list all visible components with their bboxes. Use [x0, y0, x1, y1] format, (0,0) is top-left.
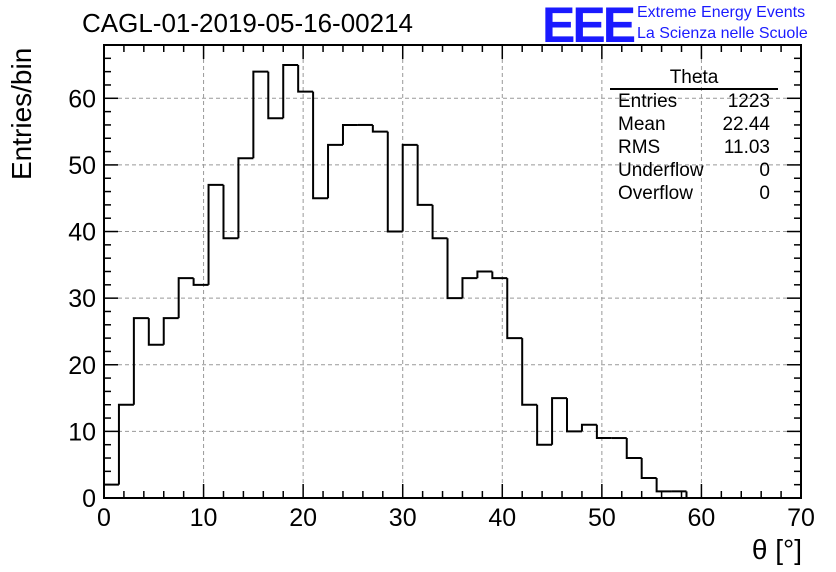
histogram-bin	[401, 143, 418, 232]
x-tick-label: 70	[787, 504, 815, 532]
histogram-bin	[461, 277, 478, 299]
stats-label: Underflow	[618, 160, 704, 181]
stats-label: Mean	[618, 114, 666, 135]
stats-label: RMS	[618, 137, 661, 158]
histogram-bin	[431, 204, 448, 240]
histogram-bin	[237, 157, 254, 239]
x-tick-label: 50	[588, 504, 616, 532]
stats-label: Overflow	[618, 183, 693, 204]
stats-value: 22.44	[722, 114, 770, 135]
histogram-bin	[580, 423, 597, 432]
histogram-bin	[655, 478, 672, 493]
histogram-bin	[267, 71, 284, 120]
x-tick-label: 40	[488, 504, 516, 532]
stats-box-title: Theta	[610, 68, 778, 90]
stats-row-entries: Entries 1223	[610, 90, 778, 113]
logo-caption-line1: Extreme Energy Events	[637, 4, 806, 21]
histogram-bin	[595, 424, 612, 440]
histogram-bin	[177, 277, 194, 319]
histogram-series	[103, 63, 792, 499]
histogram-bin	[103, 483, 119, 498]
y-tick-label: 0	[82, 485, 96, 513]
histogram-bin	[491, 271, 508, 280]
x-tick-label: 20	[289, 504, 317, 532]
histogram-bin	[640, 458, 657, 480]
stats-box: Theta Entries 1223 Mean 22.44 RMS 11.03 …	[610, 68, 778, 205]
histogram-bin	[252, 70, 269, 159]
x-axis-label: θ [°]	[751, 534, 802, 565]
histogram-bin	[536, 404, 553, 446]
histogram-bin	[312, 91, 329, 200]
y-tick-label: 50	[68, 152, 96, 180]
x-tick-label: 0	[97, 504, 111, 532]
histogram-bin	[207, 183, 224, 285]
histogram-bin	[147, 318, 164, 346]
x-tick-label: 30	[389, 504, 417, 532]
histogram-bin	[132, 317, 149, 405]
histogram-bin	[476, 270, 493, 279]
histogram-bin	[117, 403, 134, 485]
stats-row-rms: RMS 11.03	[610, 136, 778, 159]
x-tick-label: 60	[688, 504, 716, 532]
axis-ticks	[103, 44, 802, 499]
histogram-bin	[222, 184, 239, 240]
y-tick-label: 10	[68, 418, 96, 446]
tick-labels: 0 10 20 30 40 50 60 70 0 10 20 30 40 50 60	[68, 85, 815, 532]
histogram-bin	[371, 124, 388, 133]
stats-row-mean: Mean 22.44	[610, 113, 778, 136]
histogram-bin	[282, 63, 299, 119]
histogram-bin	[625, 438, 642, 460]
y-tick-label: 60	[68, 85, 96, 113]
grid-lines	[104, 45, 801, 498]
logo-caption-line2: La Scienza nelle Scuole	[637, 25, 808, 42]
stats-row-overflow: Overflow 0	[610, 182, 778, 205]
y-tick-label: 30	[68, 285, 96, 313]
histogram-bin	[566, 398, 582, 433]
stats-value: 0	[759, 160, 770, 181]
stats-value: 0	[759, 183, 770, 204]
y-tick-label: 20	[68, 352, 96, 380]
stats-value: 11.03	[723, 137, 770, 158]
stats-label: Entries	[618, 91, 678, 112]
y-axis-label: Entries/bin	[6, 47, 37, 180]
histogram-bin	[446, 238, 463, 300]
histogram-bin	[192, 278, 209, 286]
histogram-bin	[551, 397, 568, 445]
histogram-bin	[327, 143, 343, 199]
histogram-bin	[341, 123, 358, 145]
histogram-bin	[506, 278, 523, 340]
y-tick-label: 40	[68, 219, 96, 247]
stats-row-underflow: Underflow 0	[610, 159, 778, 182]
histogram-bin	[521, 338, 538, 406]
histogram-bin	[386, 131, 403, 233]
eee-logo: EEE	[542, 0, 636, 53]
histogram-bin	[162, 317, 179, 345]
stats-value: 1223	[727, 91, 770, 112]
x-tick-label: 10	[190, 504, 218, 532]
histogram-bin	[297, 64, 314, 93]
chart-title: CAGL-01-2019-05-16-00214	[82, 8, 413, 38]
histogram-bin	[416, 144, 433, 206]
